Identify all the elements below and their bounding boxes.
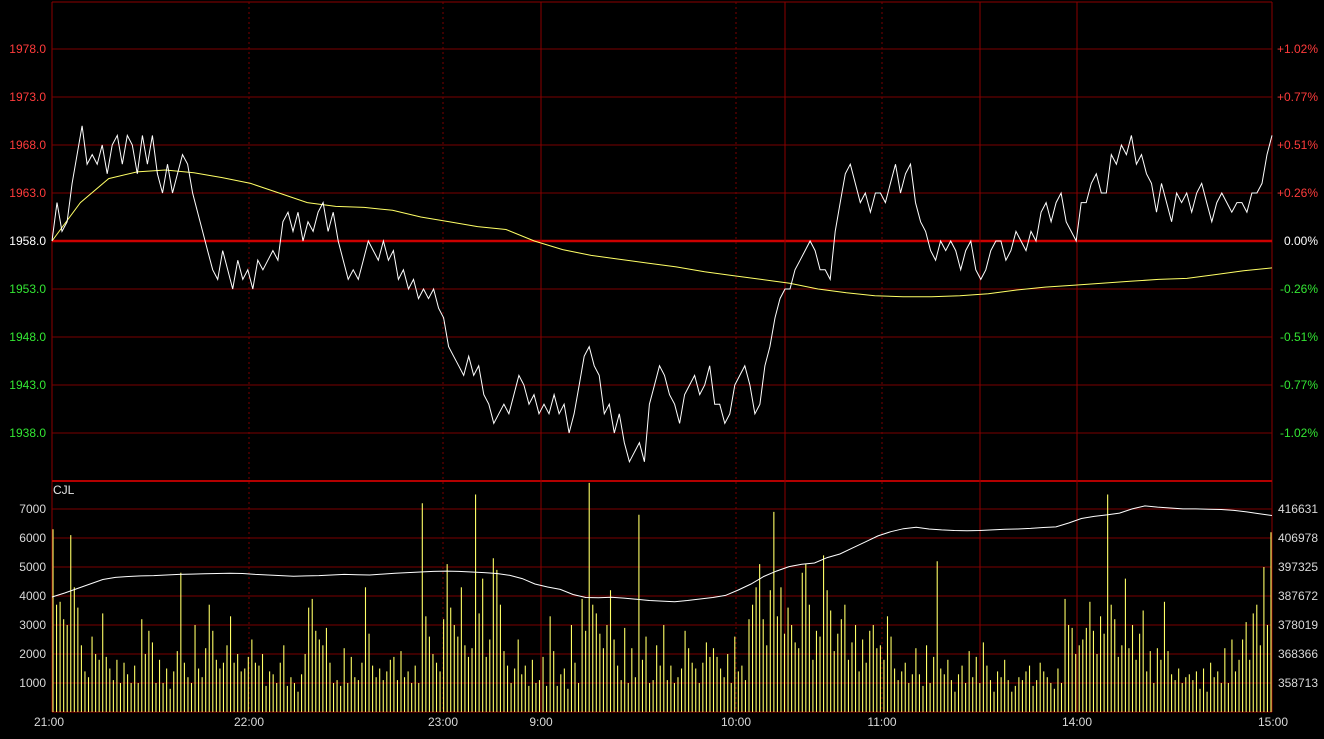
- open-interest-tick-label: 397325: [1278, 560, 1318, 574]
- percent-tick-label: -0.26%: [1280, 282, 1318, 296]
- price-tick-label: 1973.0: [9, 90, 46, 104]
- open-interest-tick-label: 387672: [1278, 589, 1318, 603]
- series-lines: [51, 125, 1273, 603]
- percent-tick-label: +0.77%: [1277, 90, 1318, 104]
- price-line: [51, 125, 1273, 464]
- percent-tick-label: 0.00%: [1284, 234, 1318, 248]
- time-label: 14:00: [1062, 715, 1092, 729]
- time-label: 10:00: [721, 715, 751, 729]
- average-price-line: [51, 169, 1273, 298]
- time-label: 11:00: [867, 715, 896, 729]
- price-tick-label: 1958.0: [9, 234, 46, 248]
- percent-tick-label: +0.26%: [1277, 186, 1318, 200]
- time-label: 15:00: [1258, 715, 1288, 729]
- price-tick-label: 1943.0: [9, 378, 46, 392]
- percent-tick-label: +1.02%: [1277, 42, 1318, 56]
- open-interest-tick-label: 378019: [1278, 618, 1318, 632]
- percent-tick-label: -0.77%: [1280, 378, 1318, 392]
- time-label: 22:00: [234, 715, 264, 729]
- price-tick-label: 1953.0: [9, 282, 46, 296]
- volume-bars: [52, 482, 1272, 712]
- volume-tick-label: 7000: [19, 502, 46, 516]
- time-label: 9:00: [529, 715, 553, 729]
- volume-tick-label: 4000: [19, 589, 46, 603]
- time-label: 23:00: [428, 715, 458, 729]
- price-tick-label: 1978.0: [9, 42, 46, 56]
- grid-lines: [51, 1, 1273, 713]
- volume-tick-label: 1000: [19, 676, 46, 690]
- open-interest-tick-label: 358713: [1278, 676, 1318, 690]
- price-tick-label: 1968.0: [9, 138, 46, 152]
- axis-labels: 1978.0 +1.02% 1973.0 +0.77% 1968.0 +0.51% 1963…: [9, 42, 1318, 729]
- volume-tick-label: 3000: [19, 618, 46, 632]
- volume-tick-label: 5000: [19, 560, 46, 574]
- open-interest-tick-label: 416631: [1278, 502, 1318, 516]
- percent-tick-label: -0.51%: [1280, 330, 1318, 344]
- percent-tick-label: -1.02%: [1280, 426, 1318, 440]
- open-interest-tick-label: 368366: [1278, 647, 1318, 661]
- price-tick-label: 1963.0: [9, 186, 46, 200]
- volume-tick-label: 2000: [19, 647, 46, 661]
- price-tick-label: 1948.0: [9, 330, 46, 344]
- open-interest-tick-label: 406978: [1278, 531, 1318, 545]
- percent-tick-label: +0.51%: [1277, 138, 1318, 152]
- volume-tick-label: 6000: [19, 531, 46, 545]
- price-tick-label: 1938.0: [9, 426, 46, 440]
- time-label: 21:00: [34, 715, 64, 729]
- volume-panel-title: CJL: [53, 483, 75, 497]
- open-interest-line: [51, 505, 1273, 603]
